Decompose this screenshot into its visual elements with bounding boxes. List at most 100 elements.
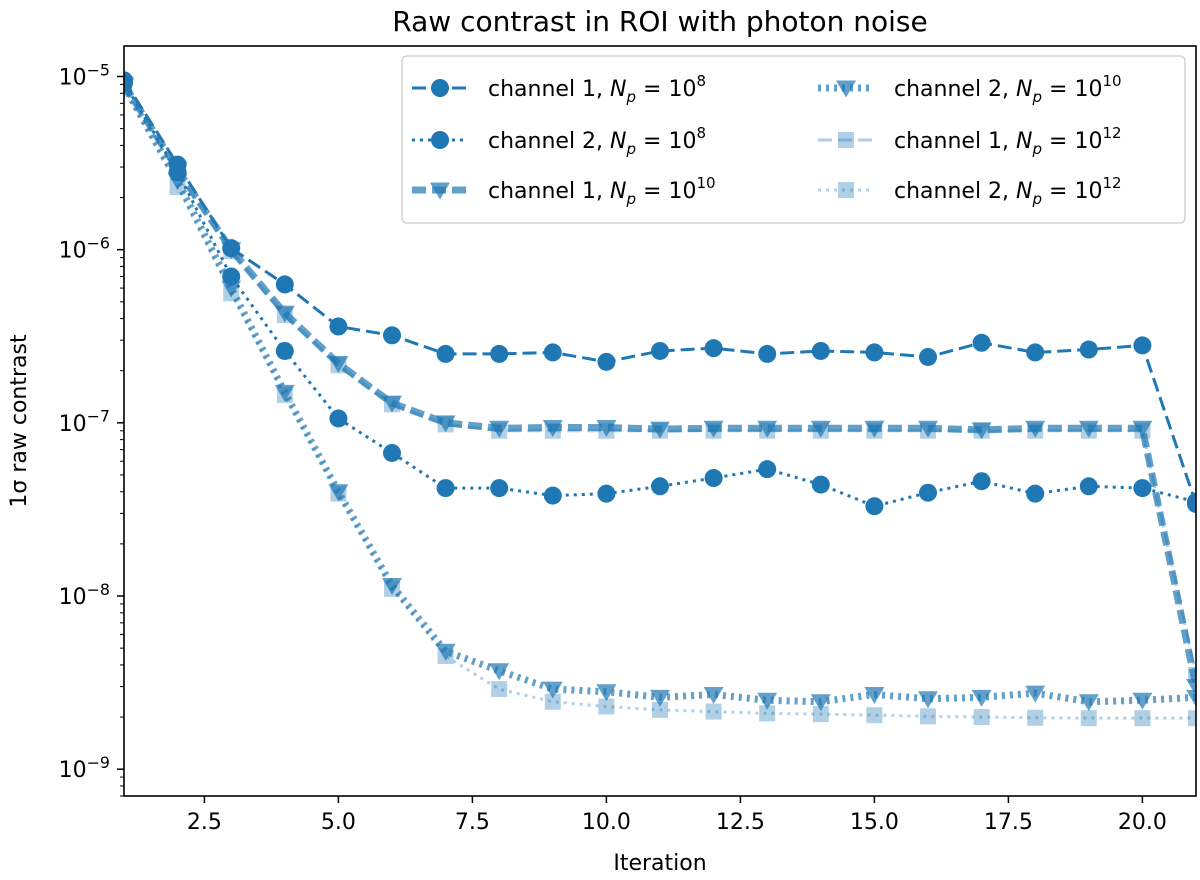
data-point — [169, 164, 186, 181]
data-point — [919, 347, 937, 366]
data-point — [1078, 694, 1099, 712]
data-point — [1188, 666, 1196, 683]
data-point — [919, 483, 937, 502]
data-point — [651, 341, 669, 360]
x-tick-label: 20.0 — [1118, 810, 1167, 835]
data-point — [167, 173, 188, 191]
data-point — [972, 472, 991, 491]
data-point — [918, 420, 938, 438]
data-point — [1026, 484, 1045, 503]
data-point — [221, 280, 242, 298]
data-point — [543, 343, 562, 362]
x-tick-label: 12.5 — [716, 810, 765, 835]
legend-marker — [838, 132, 854, 148]
data-point — [810, 420, 831, 438]
data-point — [328, 356, 349, 374]
data-point — [864, 686, 885, 704]
data-point — [124, 78, 134, 96]
data-point — [275, 341, 294, 360]
data-point — [1186, 689, 1196, 707]
data-point — [382, 395, 402, 413]
series-layer — [124, 71, 1196, 727]
data-point — [223, 243, 240, 260]
legend-marker — [430, 182, 450, 200]
data-point — [1187, 492, 1196, 511]
data-point — [651, 477, 669, 496]
legend-marker — [431, 79, 449, 97]
data-point — [223, 285, 240, 302]
data-point — [124, 78, 132, 95]
data-point — [811, 341, 830, 360]
data-point — [276, 386, 293, 403]
data-point — [866, 422, 883, 439]
data-point — [650, 689, 670, 707]
y-axis: 10−9 10−8 10−7 10−6 10−5 — [59, 60, 124, 797]
data-point — [124, 77, 132, 94]
legend-label: channel 2, Np = 108 — [488, 124, 706, 158]
data-point — [1134, 710, 1151, 727]
data-point — [542, 419, 563, 437]
data-point — [704, 339, 723, 358]
legend-marker — [836, 80, 856, 98]
data-point — [1027, 422, 1044, 439]
data-point — [490, 344, 509, 363]
legend-item: channel 2, Np = 1010 — [818, 72, 1122, 106]
data-point — [652, 422, 668, 439]
series-line — [124, 86, 1196, 720]
series-5 — [124, 77, 1196, 683]
data-point — [330, 357, 347, 374]
data-point — [543, 486, 562, 505]
data-point — [703, 686, 724, 704]
legend-item: channel 1, Np = 108 — [412, 72, 706, 106]
legend-marker — [431, 131, 449, 149]
data-point — [705, 703, 722, 720]
data-point — [1134, 422, 1151, 439]
data-point — [1080, 710, 1097, 727]
x-tick-label: 17.5 — [984, 810, 1033, 835]
data-point — [329, 409, 348, 428]
series-line — [124, 79, 1196, 505]
data-point — [437, 416, 454, 433]
data-point — [491, 681, 508, 698]
y-tick-label: 10−9 — [59, 753, 110, 783]
legend: channel 1, Np = 108 channel 2, Np = 108 ch… — [401, 55, 1186, 224]
data-point — [866, 707, 883, 724]
data-point — [490, 479, 509, 498]
data-point — [383, 443, 401, 462]
x-axis: 2.5 5.0 7.5 10.0 12.5 15.0 17.5 20.0 — [187, 796, 1167, 835]
data-point — [973, 422, 990, 439]
data-point — [436, 479, 455, 498]
data-point — [437, 648, 454, 665]
data-point — [864, 420, 885, 438]
data-point — [757, 692, 778, 710]
legend-label: channel 1, Np = 108 — [488, 72, 706, 106]
data-point — [384, 580, 400, 597]
legend-item: channel 1, Np = 1012 — [818, 124, 1122, 158]
legend-label: channel 1, Np = 1010 — [488, 174, 716, 208]
y-tick-label: 10−6 — [59, 233, 110, 263]
data-point — [650, 421, 670, 439]
data-point — [1188, 710, 1196, 727]
data-point — [920, 708, 936, 725]
series-4 — [124, 78, 1196, 712]
data-point — [274, 384, 295, 402]
data-point — [489, 420, 510, 438]
x-axis-label: Iteration — [613, 851, 706, 876]
legend-label: channel 2, Np = 1010 — [894, 72, 1122, 106]
legend-label: channel 1, Np = 1012 — [894, 124, 1122, 158]
data-point — [276, 306, 293, 323]
data-point — [1027, 709, 1044, 726]
data-point — [596, 419, 617, 437]
data-point — [757, 420, 778, 438]
data-point — [1026, 343, 1045, 362]
data-point — [810, 694, 831, 712]
data-point — [384, 396, 400, 413]
data-point — [758, 460, 777, 479]
data-point — [759, 705, 776, 722]
chart-title: Raw contrast in ROI with photon noise — [392, 5, 927, 38]
data-point — [598, 422, 615, 439]
data-point — [652, 701, 668, 718]
legend-item: channel 2, Np = 108 — [412, 124, 706, 158]
data-point — [542, 681, 563, 699]
